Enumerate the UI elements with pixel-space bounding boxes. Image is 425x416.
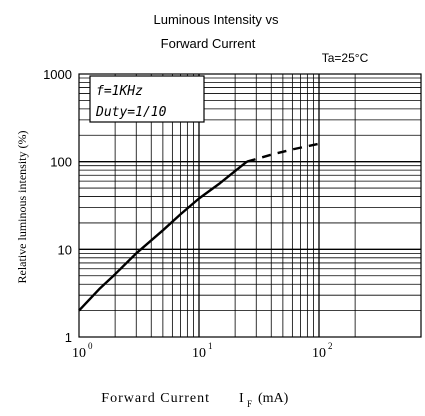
chart-title-line-1: Luminous Intensity vs [153,12,279,27]
series-line-dashed [246,142,320,163]
legend-line-duty: Duty=1/10 [95,105,167,120]
legend-box: f=1KHz Duty=1/10 [89,75,205,123]
x-axis-label-symbol: I [239,391,244,406]
y-tick-label: 1 [65,330,72,345]
y-tick-label: 10 [58,242,72,257]
x-tick-label-exponent: 1 [208,341,213,351]
y-tick-label: 1000 [43,67,72,82]
x-tick-label: 10 0 [72,341,93,361]
x-tick-label-base: 10 [192,346,206,361]
x-tick-label-exponent: 2 [328,341,333,351]
chart-title-line-2: Forward Current [161,36,256,51]
x-tick-label: 10 2 [312,341,333,361]
condition-label: Ta=25°C [322,51,369,65]
x-tick-label: 10 1 [192,341,213,361]
y-axis-label: Relative luminous intensity (%) [15,131,29,284]
x-axis-label-subscript: F [247,399,252,409]
series-line-solid [78,160,248,312]
x-axis-label-text: Forward Current [101,391,210,406]
plot-frame [78,73,422,338]
legend-box-frame [89,75,205,123]
x-axis-label-unit: (mA) [258,391,289,406]
x-tick-label-exponent: 0 [88,341,93,351]
y-tick-label: 100 [50,155,72,170]
x-tick-labels: 10 0 10 1 10 2 [72,341,333,361]
x-tick-label-base: 10 [72,346,86,361]
x-axis-label: Forward Current I F (mA) [101,391,288,409]
y-tick-labels: 1 10 100 1000 [43,67,72,345]
legend-line-frequency: f=1KHz [96,84,143,99]
series-layer [78,142,320,312]
x-tick-label-base: 10 [312,346,326,361]
